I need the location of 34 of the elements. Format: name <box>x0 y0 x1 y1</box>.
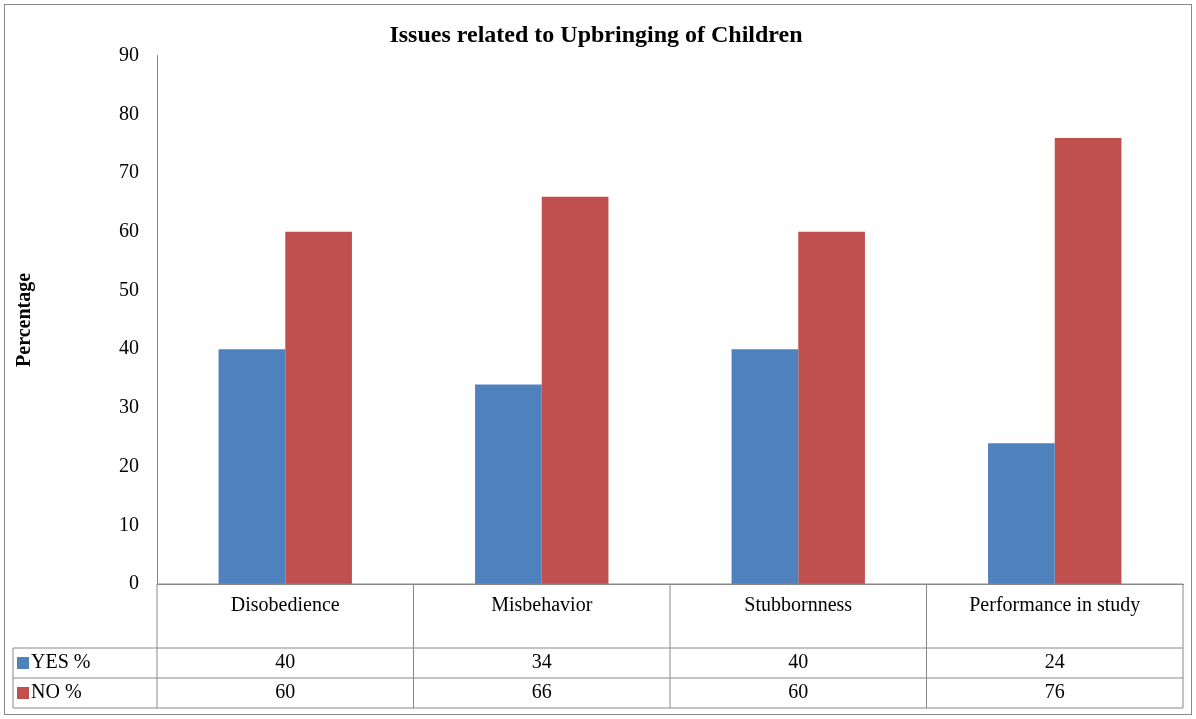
data-label: 34 <box>531 650 552 673</box>
y-tick-label: 10 <box>119 512 139 535</box>
y-tick-label: 40 <box>119 336 139 359</box>
data-label: 76 <box>1044 680 1065 703</box>
y-tick-label: 90 <box>119 43 139 66</box>
legend-label: YES % <box>31 650 91 673</box>
bar <box>988 443 1055 584</box>
bar <box>731 349 799 584</box>
data-label: 60 <box>788 680 809 703</box>
x-tick-label: Performance in study <box>969 593 1141 617</box>
x-tick-label: Stubbornness <box>744 593 853 616</box>
y-tick-label: 60 <box>119 219 139 242</box>
chart-title: Issues related to Upbringing of Children <box>389 20 803 47</box>
legend-label: NO % <box>31 680 82 703</box>
x-tick-label: Misbehavior <box>491 593 593 616</box>
y-tick-label: 0 <box>129 571 139 594</box>
y-tick-label: 30 <box>119 395 139 418</box>
data-label: 40 <box>275 650 296 673</box>
data-label: 24 <box>1044 650 1065 673</box>
bar <box>218 349 286 584</box>
data-label: 66 <box>531 680 552 703</box>
data-label: 40 <box>788 650 809 673</box>
y-axis-title: Percentage <box>12 272 36 367</box>
data-label: 60 <box>275 680 296 703</box>
x-tick-label: Disobedience <box>230 593 340 616</box>
bar <box>798 231 865 584</box>
bar <box>475 384 542 584</box>
bar <box>1054 137 1122 584</box>
y-tick-label: 80 <box>119 101 139 124</box>
y-tick-label: 20 <box>119 453 139 476</box>
y-tick-label: 50 <box>119 277 139 300</box>
bar <box>541 196 609 584</box>
bar <box>285 231 352 584</box>
y-tick-label: 70 <box>119 160 139 183</box>
